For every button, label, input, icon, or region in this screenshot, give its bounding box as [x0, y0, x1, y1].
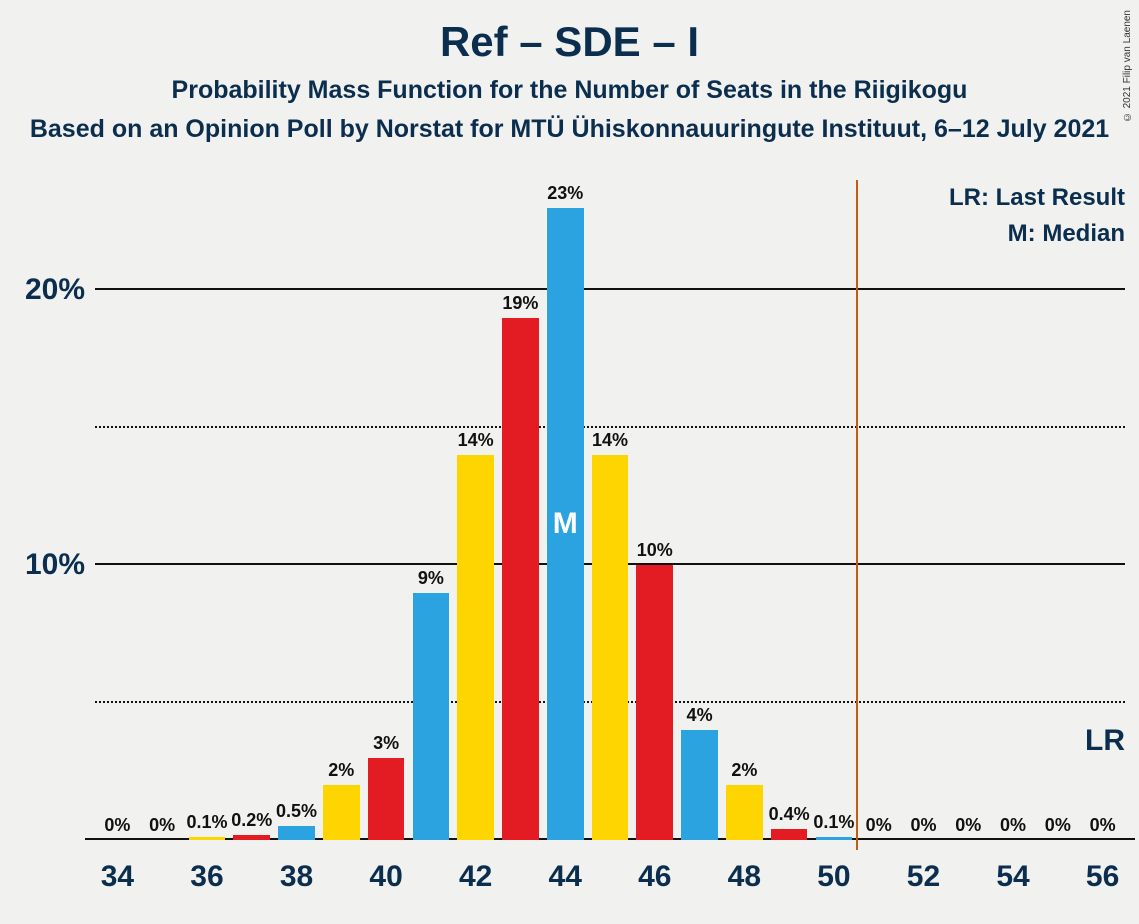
x-tick-label: 42	[459, 840, 492, 894]
pmf-bar: 0.5%	[278, 826, 315, 840]
x-tick-label: 44	[549, 840, 582, 894]
chart-subtitle-1: Probability Mass Function for the Number…	[0, 66, 1139, 105]
pmf-bar: 0.2%	[233, 835, 270, 841]
gridline	[95, 426, 1125, 428]
chart-subtitle-2: Based on an Opinion Poll by Norstat for …	[0, 105, 1139, 144]
chart-title: Ref – SDE – I	[0, 0, 1139, 66]
x-tick-label: 36	[190, 840, 223, 894]
pmf-bar: 9%	[413, 593, 450, 841]
pmf-bar: 23%M	[547, 208, 584, 841]
bar-value-label: 9%	[418, 568, 444, 593]
legend-last-result: LR: Last Result	[949, 184, 1125, 212]
bar-value-label: 19%	[502, 293, 538, 318]
bar-value-label: 0%	[1045, 815, 1071, 840]
bar-value-label: 4%	[687, 705, 713, 730]
x-tick-label: 52	[907, 840, 940, 894]
x-tick-label: 56	[1086, 840, 1119, 894]
bar-value-label: 0%	[149, 815, 175, 840]
bar-value-label: 0.5%	[276, 801, 317, 826]
bar-value-label: 3%	[373, 733, 399, 758]
x-tick-label: 34	[101, 840, 134, 894]
pmf-bar: 0.4%	[771, 829, 808, 840]
pmf-bar: 14%	[592, 455, 629, 840]
pmf-bar: 4%	[681, 730, 718, 840]
bar-value-label: 0%	[1000, 815, 1026, 840]
bar-value-label: 0.2%	[231, 810, 272, 835]
last-result-line	[856, 180, 858, 850]
x-tick-label: 54	[996, 840, 1029, 894]
bar-value-label: 14%	[592, 430, 628, 455]
x-tick-label: 50	[817, 840, 850, 894]
y-tick-label: 10%	[25, 548, 95, 582]
bar-value-label: 0%	[866, 815, 892, 840]
plot-area: 10%20%3436384042444648505254560%0%0.1%0.…	[95, 180, 1125, 840]
y-tick-label: 20%	[25, 273, 95, 307]
lr-axis-label: LR	[1085, 724, 1125, 758]
x-tick-label: 46	[638, 840, 671, 894]
copyright-text: © 2021 Filip van Laenen	[1122, 10, 1133, 122]
median-marker: M	[553, 507, 578, 541]
bar-value-label: 0%	[1090, 815, 1116, 840]
gridline	[95, 288, 1125, 290]
bar-value-label: 0.1%	[186, 812, 227, 837]
bar-value-label: 10%	[637, 540, 673, 565]
bar-value-label: 23%	[547, 183, 583, 208]
pmf-chart: 10%20%3436384042444648505254560%0%0.1%0.…	[95, 180, 1125, 840]
bar-value-label: 2%	[731, 760, 757, 785]
pmf-bar: 0.1%	[189, 837, 226, 840]
pmf-bar: 3%	[368, 758, 405, 841]
bar-value-label: 0%	[955, 815, 981, 840]
x-tick-label: 40	[369, 840, 402, 894]
bar-value-label: 0.4%	[769, 804, 810, 829]
pmf-bar: 14%	[457, 455, 494, 840]
bar-value-label: 0.1%	[813, 812, 854, 837]
pmf-bar: 10%	[636, 565, 673, 840]
bar-value-label: 0%	[910, 815, 936, 840]
bar-value-label: 2%	[328, 760, 354, 785]
pmf-bar: 19%	[502, 318, 539, 841]
x-tick-label: 38	[280, 840, 313, 894]
x-tick-label: 48	[728, 840, 761, 894]
legend-median: M: Median	[1008, 220, 1125, 248]
bar-value-label: 0%	[104, 815, 130, 840]
pmf-bar: 2%	[726, 785, 763, 840]
pmf-bar: 0.1%	[816, 837, 853, 840]
bar-value-label: 14%	[458, 430, 494, 455]
pmf-bar: 2%	[323, 785, 360, 840]
